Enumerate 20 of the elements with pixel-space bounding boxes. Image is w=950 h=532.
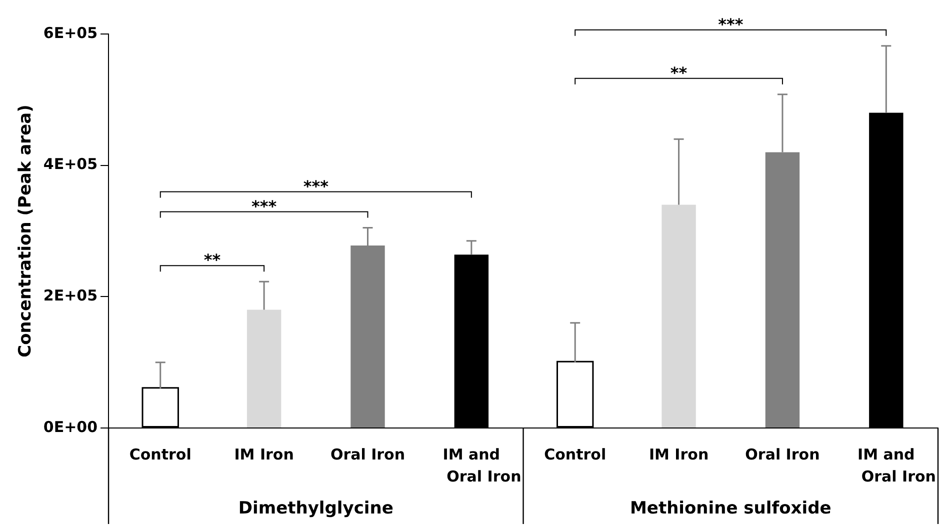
x-tick-label: Methionine sulfoxide: [630, 498, 832, 518]
y-tick-label: 0E+00: [43, 418, 98, 436]
y-axis-title: Concentration (Peak area): [16, 104, 36, 358]
y-tick-label: 6E+05: [43, 24, 98, 42]
series-label: Control: [129, 445, 192, 464]
annotation: ***: [252, 196, 278, 216]
text: Control: [544, 445, 606, 464]
series-label: Oral Iron: [330, 445, 406, 464]
y-tick-label: 2E+05: [43, 286, 98, 305]
text: IM Iron: [234, 445, 294, 464]
text: ***: [718, 14, 744, 34]
annotation: ***: [303, 176, 330, 196]
y-tick-label: 4E+05: [43, 155, 98, 174]
text: Oral Iron: [745, 445, 820, 464]
x-tick-label: Dimethylglycine: [238, 498, 394, 518]
annotation: **: [670, 64, 688, 83]
series-label: IM and Oral Iron: [858, 445, 936, 486]
text: IM and Oral Iron: [442, 445, 522, 486]
series-label: IM Iron: [648, 445, 709, 464]
annotation: **: [204, 250, 222, 270]
